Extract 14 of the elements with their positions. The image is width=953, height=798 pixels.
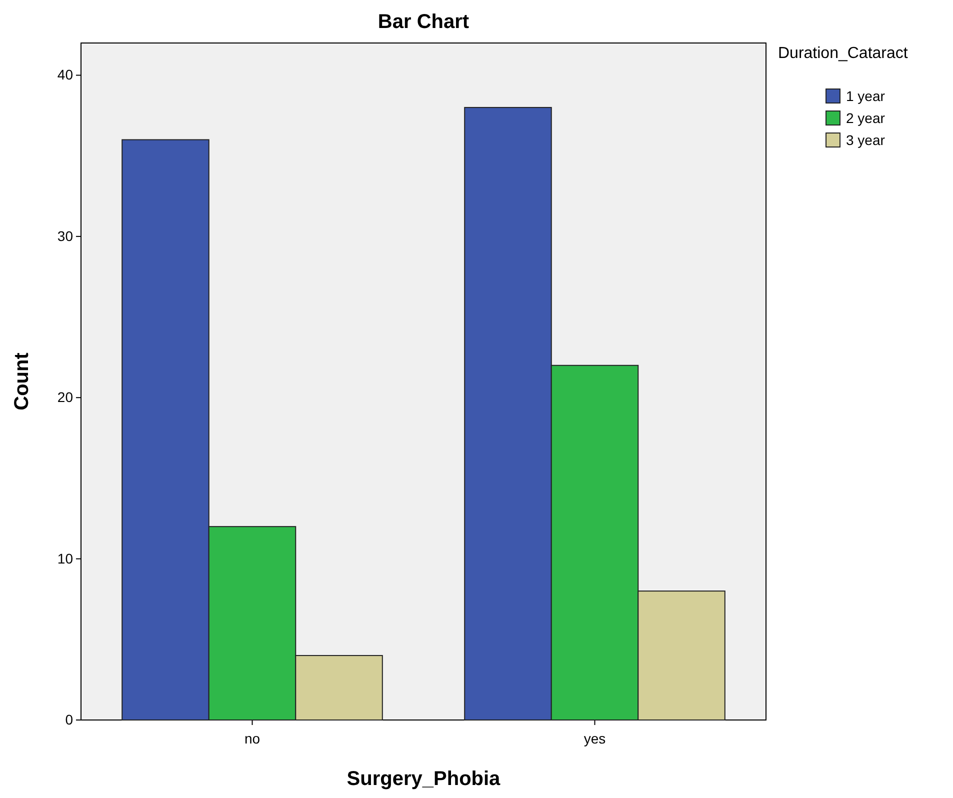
- y-tick-label: 0: [65, 711, 74, 728]
- y-tick-label: 30: [57, 228, 74, 244]
- x-tick-label: no: [244, 730, 260, 746]
- legend-title: Duration_Cataract: [778, 44, 908, 62]
- legend-label: 1 year: [846, 88, 886, 104]
- chart-title: Bar Chart: [378, 11, 470, 33]
- x-axis-title: Surgery_Phobia: [346, 768, 502, 790]
- legend-label: 2 year: [846, 110, 886, 126]
- legend-label: 3 year: [846, 132, 886, 148]
- y-axis-title: Count: [11, 352, 33, 410]
- x-tick-label: yes: [584, 730, 606, 746]
- y-tick-label: 10: [57, 550, 74, 566]
- y-tick-label: 40: [57, 66, 74, 83]
- y-tick-label: 20: [57, 389, 74, 406]
